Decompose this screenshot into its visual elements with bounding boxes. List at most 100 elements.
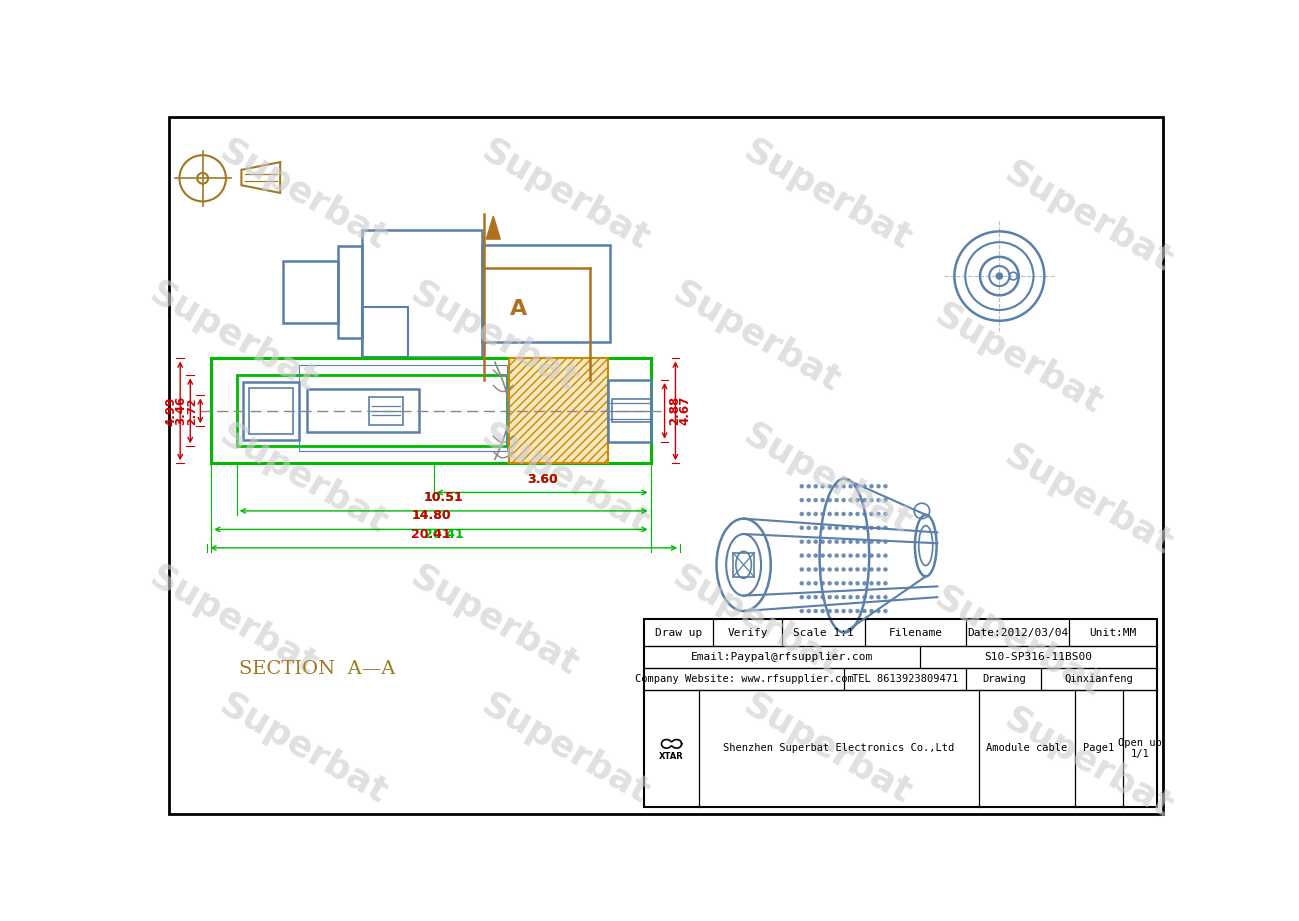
Text: Superbat: Superbat — [929, 297, 1108, 420]
Circle shape — [827, 568, 831, 571]
Circle shape — [814, 610, 817, 612]
Circle shape — [863, 541, 866, 543]
Circle shape — [883, 512, 887, 516]
Circle shape — [877, 596, 879, 599]
Text: Superbat: Superbat — [475, 417, 655, 541]
Circle shape — [870, 568, 873, 571]
Circle shape — [856, 541, 859, 543]
Circle shape — [814, 582, 817, 585]
Circle shape — [870, 596, 873, 599]
Text: Superbat: Superbat — [737, 687, 917, 810]
Bar — [612, 400, 651, 423]
Text: 4.99: 4.99 — [164, 396, 177, 426]
Bar — [243, 381, 299, 440]
Circle shape — [870, 610, 873, 612]
Circle shape — [883, 526, 887, 530]
Circle shape — [827, 582, 831, 585]
Text: Superbat: Superbat — [213, 417, 394, 541]
Text: Filename: Filename — [889, 627, 943, 637]
Text: S10-SP316-11BS00: S10-SP316-11BS00 — [985, 652, 1092, 662]
Bar — [212, 358, 651, 463]
Text: Superbat: Superbat — [405, 559, 585, 682]
Circle shape — [800, 498, 803, 502]
Circle shape — [850, 554, 852, 557]
Circle shape — [821, 484, 825, 488]
Text: Superbat: Superbat — [213, 687, 394, 810]
Circle shape — [835, 610, 838, 612]
Circle shape — [842, 596, 846, 599]
Circle shape — [883, 484, 887, 488]
Circle shape — [863, 484, 866, 488]
Circle shape — [814, 484, 817, 488]
Bar — [369, 397, 404, 425]
Text: Scale 1:1: Scale 1:1 — [794, 627, 855, 637]
Circle shape — [800, 568, 803, 571]
Circle shape — [835, 554, 838, 557]
Bar — [608, 380, 651, 442]
Text: 10.51: 10.51 — [423, 491, 464, 504]
Circle shape — [877, 484, 879, 488]
Text: Date:2012/03/04: Date:2012/03/04 — [966, 627, 1068, 637]
Circle shape — [821, 526, 825, 530]
Circle shape — [800, 541, 803, 543]
Circle shape — [996, 273, 1003, 279]
Bar — [282, 262, 338, 323]
Text: 20.41: 20.41 — [423, 528, 464, 541]
Bar — [644, 619, 1156, 808]
Circle shape — [863, 596, 866, 599]
Circle shape — [842, 484, 846, 488]
Circle shape — [863, 554, 866, 557]
Circle shape — [827, 610, 831, 612]
Circle shape — [842, 526, 846, 530]
Text: Verify: Verify — [727, 627, 768, 637]
Circle shape — [850, 512, 852, 516]
Circle shape — [842, 512, 846, 516]
Circle shape — [883, 554, 887, 557]
Circle shape — [877, 554, 879, 557]
Circle shape — [814, 541, 817, 543]
Text: Superbat: Superbat — [999, 156, 1178, 278]
Circle shape — [850, 498, 852, 502]
Circle shape — [814, 568, 817, 571]
Circle shape — [870, 582, 873, 585]
Circle shape — [821, 498, 825, 502]
Text: Open up
1/1: Open up 1/1 — [1117, 738, 1161, 759]
Circle shape — [827, 512, 831, 516]
Bar — [361, 230, 482, 357]
Circle shape — [800, 484, 803, 488]
Text: Email:Paypal@rfsupplier.com: Email:Paypal@rfsupplier.com — [691, 652, 873, 662]
Circle shape — [856, 596, 859, 599]
Circle shape — [821, 596, 825, 599]
Text: XTAR: XTAR — [659, 752, 685, 761]
Bar — [482, 245, 609, 342]
Text: Drawing: Drawing — [982, 674, 1025, 683]
Circle shape — [883, 568, 887, 571]
Circle shape — [877, 610, 879, 612]
Text: Superbat: Superbat — [666, 559, 846, 682]
Bar — [509, 358, 608, 463]
Text: 3.60: 3.60 — [527, 472, 557, 485]
Circle shape — [835, 596, 838, 599]
Circle shape — [850, 582, 852, 585]
Circle shape — [827, 484, 831, 488]
Bar — [361, 307, 408, 357]
Circle shape — [863, 582, 866, 585]
Bar — [236, 376, 507, 447]
Text: Superbat: Superbat — [475, 134, 655, 257]
Circle shape — [877, 498, 879, 502]
Circle shape — [835, 541, 838, 543]
Circle shape — [842, 541, 846, 543]
Text: Superbat: Superbat — [143, 275, 322, 399]
Text: A: A — [511, 298, 527, 319]
Text: 3.46: 3.46 — [174, 396, 187, 426]
Text: Shenzhen Superbat Electronics Co.,Ltd: Shenzhen Superbat Electronics Co.,Ltd — [724, 743, 955, 753]
Circle shape — [877, 541, 879, 543]
Circle shape — [821, 582, 825, 585]
Text: Superbat: Superbat — [666, 275, 846, 399]
Circle shape — [835, 484, 838, 488]
Circle shape — [842, 568, 846, 571]
Circle shape — [800, 596, 803, 599]
Circle shape — [883, 596, 887, 599]
Circle shape — [870, 541, 873, 543]
Circle shape — [807, 484, 811, 488]
